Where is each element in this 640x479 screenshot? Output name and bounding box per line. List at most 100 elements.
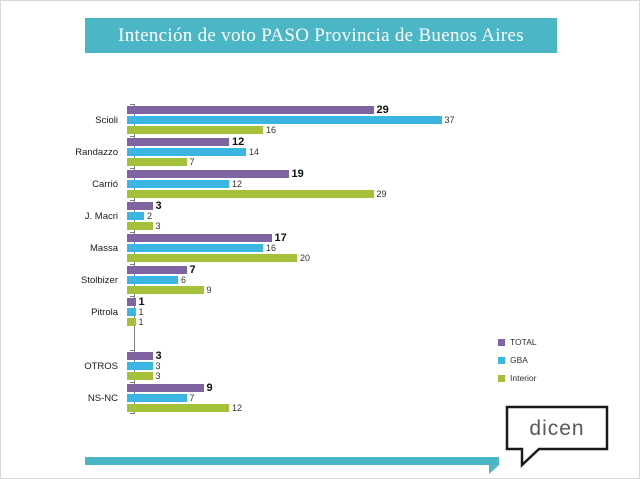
- bar-total: [127, 170, 289, 178]
- value-label: 16: [266, 243, 277, 253]
- bar-gba: [127, 180, 229, 188]
- bar-line: 14: [127, 147, 260, 157]
- legend-label: GBA: [510, 355, 528, 365]
- category-label: J. Macri: [84, 210, 118, 222]
- bar-chart: Scioli 29 37 16 Randazzo 12 14 7 Carrió 19 12 29 J. …: [11, 104, 491, 414]
- footer-accent-tail: [489, 465, 499, 474]
- bar-total: [127, 266, 187, 274]
- bar-group: 9 7 12: [126, 382, 242, 413]
- chart-title-banner: Intención de voto PASO Provincia de Buen…: [85, 18, 557, 53]
- value-label: 1: [138, 307, 144, 317]
- dicen-logo-text: dicen: [529, 417, 585, 440]
- value-label: 9: [206, 382, 213, 394]
- value-label: 16: [266, 125, 277, 135]
- bar-interior: [127, 372, 153, 380]
- category-label: Randazzo: [75, 146, 118, 158]
- bar-line: 29: [127, 104, 455, 116]
- footer-accent-bar: [85, 457, 499, 465]
- bar-interior: [127, 254, 297, 262]
- bar-total: [127, 298, 136, 306]
- value-label: 37: [444, 115, 455, 125]
- chart-row: NS-NC 9 7 12: [11, 382, 491, 414]
- bar-line: 3: [127, 372, 162, 381]
- bar-line: 1: [127, 297, 145, 308]
- value-label: 12: [232, 136, 245, 148]
- bar-group: 12 14 7: [126, 136, 260, 167]
- category-label: Stolbizer: [81, 274, 118, 286]
- value-label: 7: [189, 393, 195, 403]
- bar-line: 37: [127, 115, 455, 125]
- bar-line: 12: [127, 404, 242, 413]
- legend-item-total: TOTAL: [498, 337, 537, 347]
- chart-row: Randazzo 12 14 7: [11, 136, 491, 168]
- value-label: 2: [147, 211, 153, 221]
- plot-area: Scioli 29 37 16 Randazzo 12 14 7 Carrió 19 12 29 J. …: [11, 104, 491, 414]
- bar-gba: [127, 212, 144, 220]
- bar-total: [127, 234, 272, 242]
- chart-row: Pitrola 1 1 1: [11, 296, 491, 328]
- bar-interior: [127, 190, 374, 198]
- bar-gba: [127, 308, 136, 316]
- bar-line: 16: [127, 243, 310, 253]
- legend-label: Interior: [510, 373, 537, 383]
- bar-line: 9: [127, 286, 212, 295]
- dicen-logo-bubble: dicen: [505, 405, 611, 469]
- bar-interior: [127, 404, 229, 412]
- value-label: 7: [189, 264, 196, 276]
- value-label: 7: [189, 157, 195, 167]
- bar-line: 29: [127, 189, 387, 199]
- bar-interior: [127, 126, 263, 134]
- bar-total: [127, 202, 153, 210]
- bar-line: 7: [127, 264, 212, 276]
- bar-group: 17 16 20: [126, 232, 310, 263]
- bar-line: 19: [127, 168, 387, 180]
- chart-row: Carrió 19 12 29: [11, 168, 491, 200]
- bar-line: 3: [127, 350, 162, 362]
- legend-swatch-icon: [498, 338, 505, 346]
- speech-bubble-icon: [505, 405, 609, 468]
- bar-line: 3: [127, 361, 162, 371]
- value-label: 29: [376, 104, 389, 116]
- bar-line: 3: [127, 200, 162, 212]
- bar-line: 7: [127, 393, 242, 403]
- bar-group: 19 12 29: [126, 168, 387, 199]
- category-label: Carrió: [92, 178, 118, 190]
- legend-swatch-icon: [498, 374, 505, 382]
- value-label: 14: [249, 147, 260, 157]
- chart-row: Massa 17 16 20: [11, 232, 491, 264]
- legend-item-interior: Interior: [498, 373, 537, 383]
- category-label: Massa: [90, 242, 118, 254]
- bar-line: 1: [127, 307, 145, 317]
- bar-interior: [127, 158, 187, 166]
- chart-row: Stolbizer 7 6 9: [11, 264, 491, 296]
- legend-swatch-icon: [498, 356, 505, 364]
- bar-total: [127, 352, 153, 360]
- value-label: 19: [291, 168, 304, 180]
- value-label: 29: [376, 189, 387, 199]
- bar-gba: [127, 116, 442, 124]
- bar-line: 7: [127, 157, 259, 167]
- bar-line: 3: [127, 222, 162, 231]
- value-label: 3: [155, 200, 162, 212]
- value-label: 1: [138, 317, 144, 327]
- bar-total: [127, 138, 229, 146]
- value-label: 6: [181, 275, 187, 285]
- bar-line: 9: [127, 382, 242, 394]
- bar-line: 1: [127, 317, 145, 327]
- category-label: OTROS: [84, 360, 118, 372]
- page-title: Intención de voto PASO Provincia de Buen…: [118, 24, 524, 46]
- value-label: 17: [274, 232, 287, 244]
- category-label: Scioli: [95, 114, 118, 126]
- bar-line: 12: [127, 180, 387, 189]
- value-label: 3: [155, 361, 161, 371]
- bar-total: [127, 384, 204, 392]
- bar-gba: [127, 362, 153, 370]
- category-label: Pitrola: [91, 306, 118, 318]
- category-label: NS-NC: [87, 392, 118, 404]
- value-label: 3: [155, 350, 162, 362]
- chart-row: J. Macri 3 2 3: [11, 200, 491, 232]
